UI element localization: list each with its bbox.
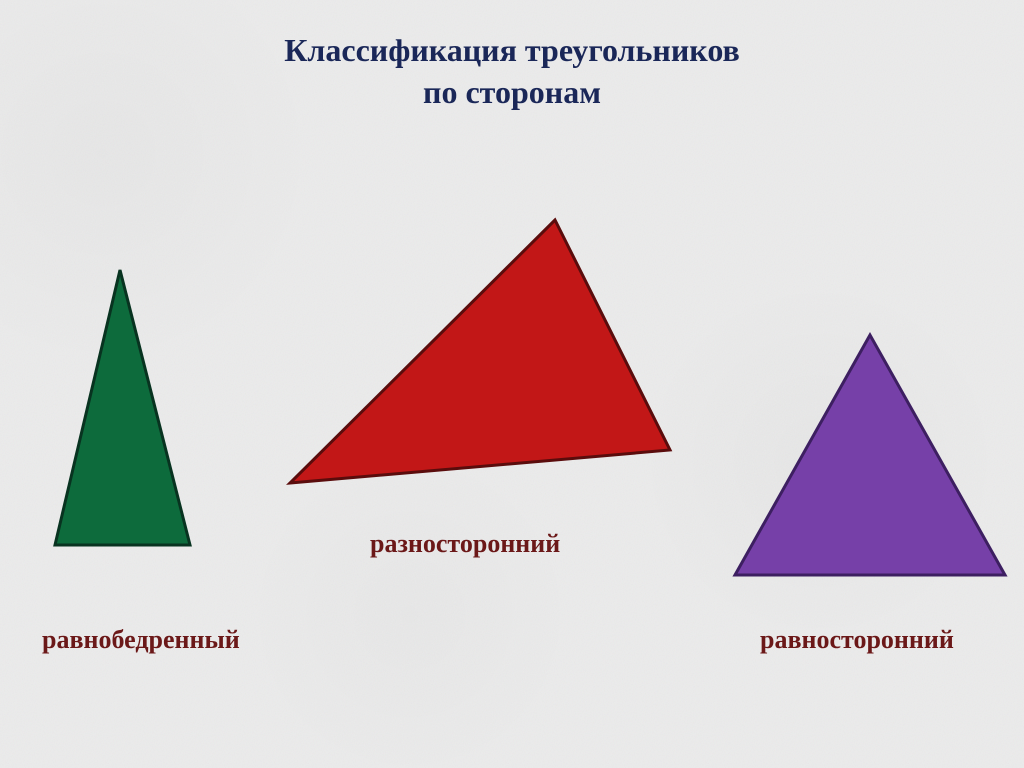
equilateral-shape [735, 335, 1005, 575]
equilateral-label: равносторонний [760, 625, 954, 655]
